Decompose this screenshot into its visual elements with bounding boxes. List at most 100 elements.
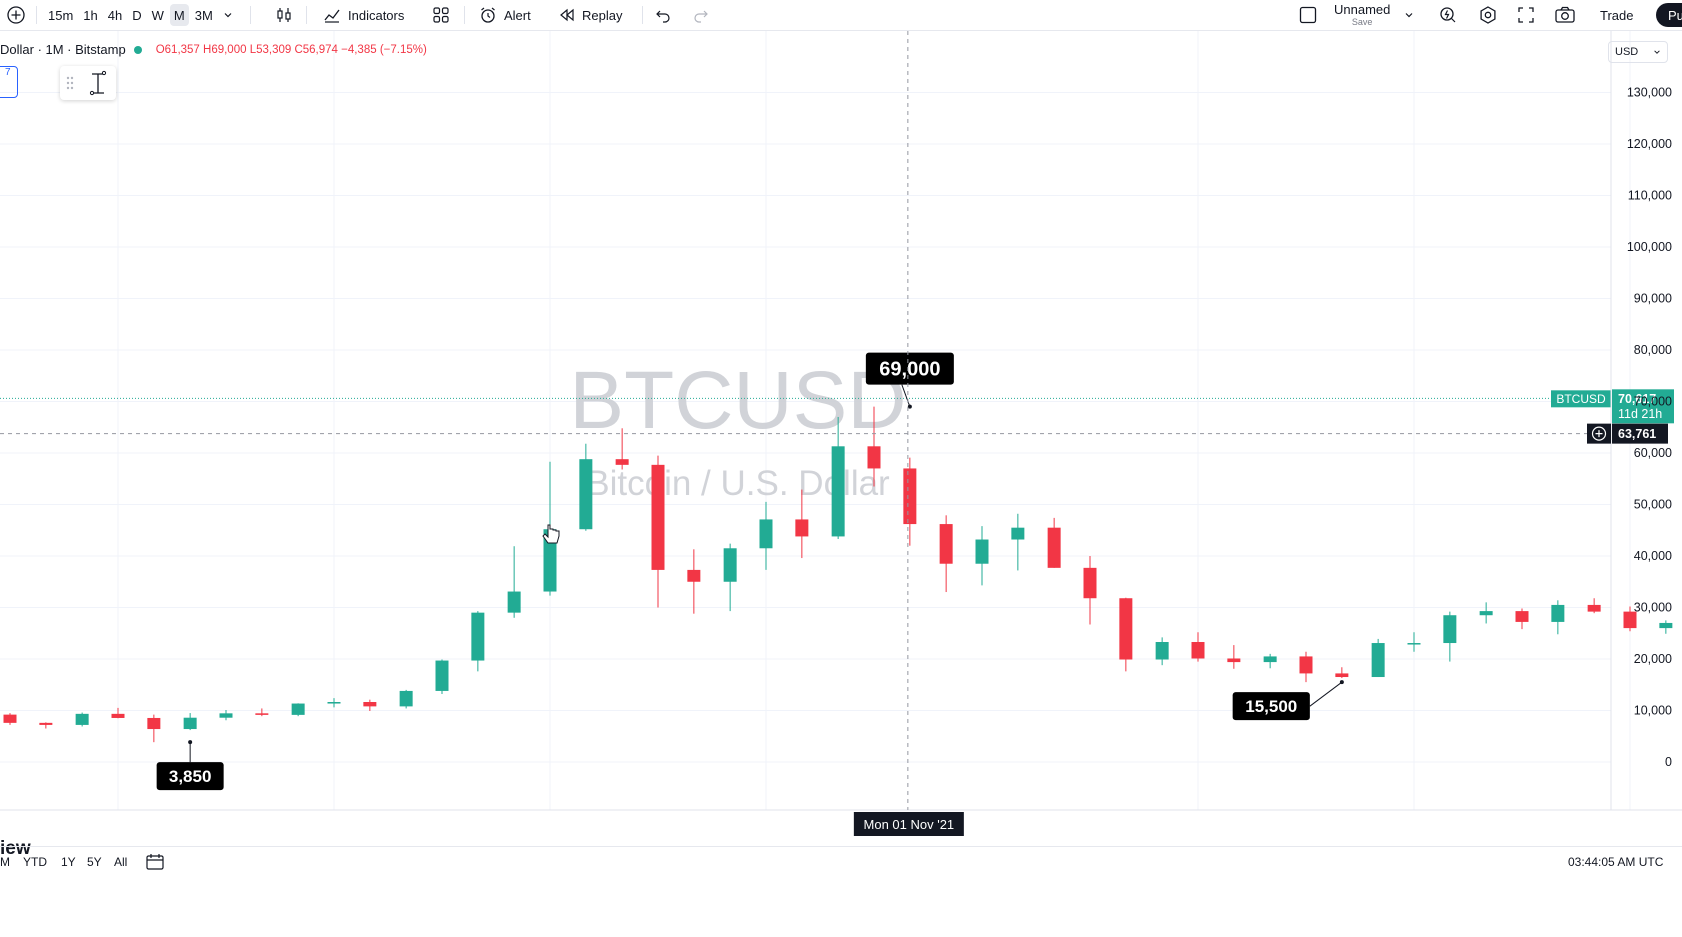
currency-select[interactable]: USD (1608, 41, 1668, 63)
fullscreen-button[interactable] (1516, 0, 1536, 30)
bottom-toolbar: M YTD 1Y 5Y All 03:44:05 AM UTC (0, 846, 1682, 877)
alert-button[interactable]: Alert (478, 0, 531, 30)
candle-body (831, 446, 845, 537)
chart-misc (542, 524, 560, 544)
candle-body (759, 519, 773, 549)
candle-body (183, 717, 197, 730)
trade-button[interactable]: Trade (1600, 0, 1633, 30)
watermark-symbol: BTCUSD (569, 355, 906, 446)
interval-dropdown[interactable] (219, 4, 237, 26)
fullscreen-icon (1518, 7, 1534, 23)
layouts-button[interactable] (432, 0, 450, 30)
alert-label: Alert (504, 7, 531, 23)
crosshair-time-label: Mon 01 Nov '21 (864, 817, 955, 832)
snapshot-button[interactable] (1554, 0, 1576, 30)
price-tick-label: 100,000 (1627, 240, 1672, 254)
annotation-label: 15,500 (1245, 697, 1297, 716)
interval-3m[interactable]: 3M (194, 7, 213, 23)
undo-button[interactable] (654, 0, 672, 30)
candle-body (1443, 615, 1457, 644)
interval-15m[interactable]: 15m (48, 7, 74, 23)
interval-1h[interactable]: 1h (83, 7, 98, 23)
publish-button[interactable]: Pu (1656, 3, 1682, 27)
range-5y[interactable]: 5Y (87, 855, 102, 869)
annotation-leader (901, 384, 911, 407)
price-tick-label: 40,000 (1634, 549, 1672, 563)
candle-body (111, 713, 125, 718)
candle-body (399, 690, 413, 707)
candle-body (435, 660, 449, 691)
annotation-box (156, 762, 224, 791)
price-axis: 0 10,000 20,000 30,000 40,000 50,000 60,000 70,… (1610, 31, 1672, 810)
last-price-box (1612, 389, 1674, 424)
time-axis: Jul2020Jul2021JulJul2023Jul2024Jul2025Ju… (0, 809, 1682, 811)
candle-body (1047, 527, 1061, 568)
symbol-price-tag (1551, 390, 1611, 408)
candle-body (1119, 598, 1133, 660)
quick-search-button[interactable] (1438, 0, 1458, 30)
plus-circle-icon (7, 6, 25, 24)
layout-checkbox[interactable] (1298, 0, 1318, 30)
chevron-down-icon (224, 13, 232, 18)
annotation-label: 3,850 (169, 767, 212, 786)
crosshair-time-box (853, 812, 964, 836)
candle-body (1263, 656, 1277, 663)
camera-icon (1555, 6, 1575, 23)
candle-body (1227, 658, 1241, 663)
symbol-title[interactable]: Dollar · 1M · Bitstamp (0, 42, 126, 57)
currency-label: USD (1615, 46, 1639, 58)
layout-save: Save (1351, 17, 1373, 27)
candle-body (1551, 604, 1565, 622)
interval-w[interactable]: W (151, 7, 164, 23)
replay-button[interactable]: Replay (558, 0, 622, 30)
annotation-anchor (1339, 680, 1344, 685)
square-icon (1299, 6, 1317, 24)
utc-clock[interactable]: 03:44:05 AM UTC (1568, 855, 1664, 869)
price-tick-label: 110,000 (1628, 189, 1672, 203)
add-symbol-button[interactable] (6, 0, 26, 30)
layout-dropdown[interactable] (1404, 0, 1414, 30)
range-ytd[interactable]: YTD (23, 855, 47, 869)
left-edge-box[interactable]: 7 (0, 66, 18, 98)
price-tick-label: 0 (1665, 755, 1672, 769)
layout-name-button[interactable]: Unnamed Save (1334, 0, 1390, 30)
brand-text: iew (0, 838, 31, 859)
annotation-leader (1309, 681, 1343, 707)
range-all[interactable]: All (114, 855, 128, 869)
publish-label: Pu (1668, 7, 1682, 23)
candle-body (1155, 642, 1169, 660)
candle-body (1515, 611, 1529, 622)
price-tick-label: 70,000 (1634, 395, 1672, 409)
candle-body (1479, 611, 1493, 616)
annotation-box (865, 352, 954, 385)
price-tick-label: 30,000 (1634, 601, 1672, 615)
interval-4h[interactable]: 4h (107, 7, 123, 23)
drag-handle-icon (66, 70, 107, 96)
range-m[interactable]: M (0, 855, 10, 869)
chart-type-button[interactable] (274, 0, 294, 30)
candle-body (1191, 642, 1205, 659)
interval-d[interactable]: D (132, 7, 142, 23)
candle-body (327, 702, 341, 704)
interval-m[interactable]: M (169, 4, 189, 26)
candle-body (687, 569, 701, 582)
redo-button[interactable] (692, 0, 710, 30)
crosshair-price-label: 63,761 (1618, 427, 1656, 441)
annotation-label: 69,000 (879, 359, 940, 381)
chevron-down-icon (1405, 13, 1413, 18)
floating-drawing-toolbar[interactable] (60, 66, 116, 100)
candle-body (75, 713, 89, 725)
settings-button[interactable] (1478, 0, 1498, 30)
candle-body (1623, 611, 1637, 629)
toolbar-divider (642, 6, 643, 24)
candle-body (39, 722, 53, 725)
goto-date-button[interactable] (144, 852, 166, 875)
price-tick-label: 60,000 (1634, 446, 1672, 460)
indicators-button[interactable]: Indicators (322, 0, 404, 30)
price-tick-label: 20,000 (1634, 652, 1672, 666)
candle-body (1299, 656, 1313, 674)
range-1y[interactable]: 1Y (61, 855, 76, 869)
candle-body (939, 524, 953, 564)
